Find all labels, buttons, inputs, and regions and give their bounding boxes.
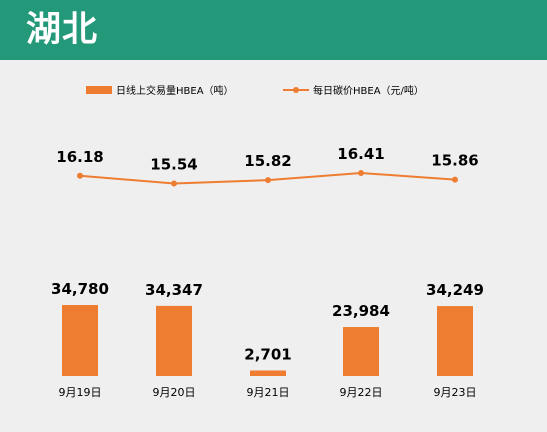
price-value-label: 15.54: [150, 156, 197, 174]
bar-3: [250, 370, 286, 376]
bar-2: [156, 305, 192, 376]
price-value-label: 16.41: [337, 145, 384, 163]
bar-value-label: 34,780: [51, 280, 109, 298]
legend-label-line: 每日碳价HBEA（元/吨）: [313, 84, 424, 97]
price-value-label: 15.86: [431, 152, 478, 170]
price-value-label: 15.82: [244, 152, 291, 170]
legend-swatch-bar: [86, 86, 112, 94]
price-point-4: [358, 170, 364, 176]
bar-1: [62, 305, 98, 376]
price-point-3: [265, 177, 271, 184]
price-point-5: [452, 176, 458, 183]
category-label: 9月20日: [153, 386, 196, 399]
combo-chart: 日线上交易量HBEA（吨） 每日碳价HBEA（元/吨） 34,780 34,347 2,…: [51, 84, 484, 399]
category-label: 9月19日: [59, 386, 102, 399]
legend-label-bar: 日线上交易量HBEA（吨）: [116, 84, 234, 97]
category-label: 9月21日: [247, 386, 290, 399]
price-point-1: [77, 172, 83, 179]
category-label: 9月23日: [434, 386, 477, 399]
bar-value-label: 34,249: [426, 281, 484, 299]
bar-4: [343, 327, 379, 376]
price-point-2: [171, 180, 177, 187]
header-banner: 湖北: [0, 0, 547, 60]
bar-value-label: 2,701: [244, 345, 291, 363]
page-title: 湖北: [26, 10, 99, 50]
bar-5: [437, 306, 473, 376]
price-value-label: 16.18: [56, 148, 103, 166]
bar-value-label: 23,984: [332, 302, 390, 320]
legend-marker-line: [293, 87, 299, 93]
bar-value-label: 34,347: [145, 281, 203, 299]
category-label: 9月22日: [340, 386, 383, 399]
